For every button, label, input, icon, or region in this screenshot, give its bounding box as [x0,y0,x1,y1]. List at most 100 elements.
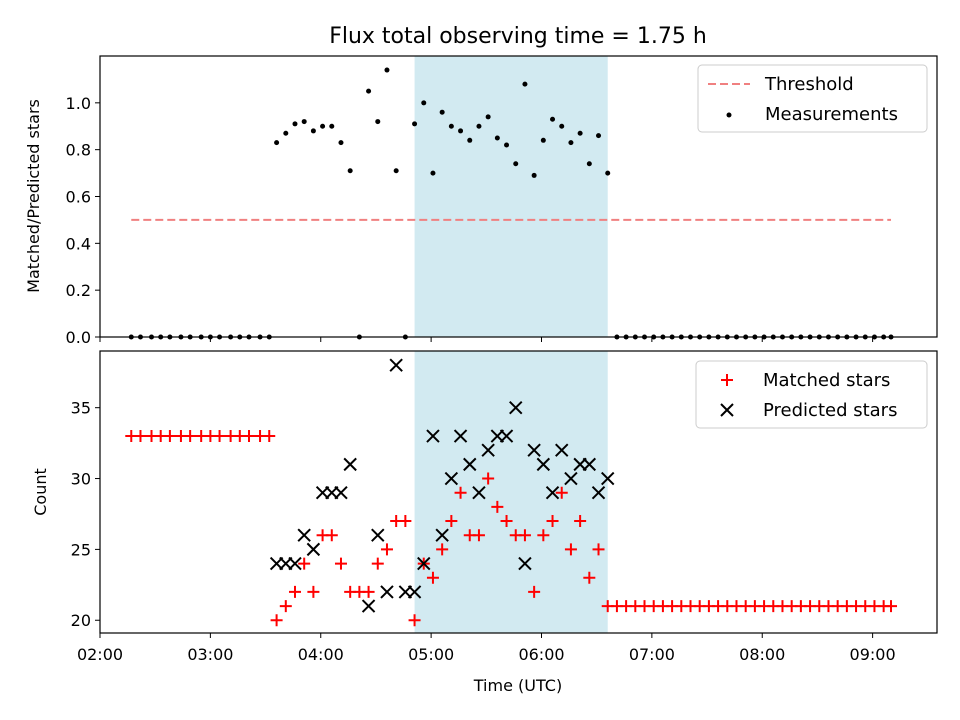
matched-stars-series [125,430,898,627]
predicted-point [601,471,615,486]
predicted-point [444,471,459,486]
measurement-point [274,140,280,146]
measurement-point [467,137,473,143]
predicted-point [453,429,468,443]
matched-point [263,430,276,443]
predicted-point [334,486,348,500]
matched-point [163,430,176,443]
predicted-point [389,358,403,372]
measurement-point [568,140,574,146]
predicted-point [371,528,385,542]
measurement-point [421,100,427,106]
top-ytick-label: 0.0 [66,328,91,347]
matched-point [518,529,531,542]
predicted-point [582,457,597,472]
xtick-label: 06:00 [518,645,564,664]
x-axis-label: Time (UTC) [473,676,562,695]
matched-point [583,571,596,584]
measurement-point [448,123,454,129]
panel-ratio: 0.0 0.2 0.4 0.6 0.8 1.0 Matched/Predicted sta… [24,55,938,347]
bottom-ytick-label: 25 [71,540,91,559]
matched-point [371,557,384,570]
predicted-point [499,429,514,443]
measurement-point [605,170,611,176]
measurement-point [458,128,464,134]
bottom-legend-box [695,360,928,429]
top-ytick-label: 1.0 [66,94,91,113]
predicted-point [509,400,523,415]
bottom-ylabel: Count [31,468,50,516]
matched-point [243,430,256,443]
matched-point [213,430,226,443]
measurement-point [494,135,500,141]
predicted-point [380,585,394,599]
matched-point [454,486,467,499]
predicted-point [518,556,532,571]
predicted-point [361,599,376,613]
matched-point [528,585,541,598]
measurement-point [504,142,510,148]
bottom-legend: Matched stars Predicted stars [695,360,928,429]
bottom-observing-window [414,351,608,633]
matched-point [574,515,587,528]
legend-predicted-label: Predicted stars [763,400,897,421]
matched-point [537,529,550,542]
bottom-x-ticks: 02:00 03:00 04:00 05:00 06:00 07:00 08:00 09:00 [77,633,896,664]
matched-point [592,543,605,556]
matched-point [134,430,147,443]
matched-point [408,614,421,627]
top-observing-window [414,56,608,337]
top-ytick-label: 0.8 [66,141,91,160]
matched-point [500,515,513,528]
measurement-point [338,140,344,146]
matched-legend-swatch [721,374,733,386]
predicted-point [527,443,541,457]
predicted-point [555,443,569,457]
top-x-ticks [99,337,874,342]
matched-point [334,557,347,570]
matched-point [546,515,559,528]
measurement-point [550,116,556,122]
top-legend: Threshold Measurements [697,64,928,133]
matched-point [307,585,320,598]
predicted-legend-swatch [720,403,734,417]
predicted-point [591,486,606,500]
measurement-point [531,172,537,178]
measurement-point [439,109,445,115]
measurement-point [366,88,372,94]
measurement-point [320,123,326,129]
matched-point [482,472,495,485]
figure-title: Flux total observing time = 1.75 h [329,24,707,49]
bottom-axes-frame [99,350,938,634]
predicted-point [545,486,560,500]
matched-point [270,614,283,627]
predicted-point [306,542,321,557]
legend-measurements-label: Measurements [765,104,898,125]
legend-threshold-label: Threshold [764,74,854,95]
xtick-label: 09:00 [850,645,896,664]
measurement-point [577,130,583,136]
predicted-point [536,457,551,472]
measurement-point [347,168,353,174]
bottom-data-layer [125,358,898,627]
top-ytick-label: 0.6 [66,188,91,207]
bottom-ytick-label: 20 [71,611,91,630]
bottom-y-ticks: 20 25 30 35 [71,399,100,630]
measurement-point [485,114,491,120]
matched-point [491,500,504,513]
top-ylabel: Matched/Predicted stars [24,99,43,293]
matched-point [555,486,568,499]
matched-point [288,585,301,598]
xtick-label: 05:00 [408,645,454,664]
matched-point [472,529,485,542]
measurement-point [540,137,546,143]
matched-point [399,515,412,528]
measurement-point [412,121,418,127]
measurement-point [384,67,390,73]
predicted-point [343,457,357,472]
predicted-point [417,556,431,571]
predicted-point [297,528,311,542]
predicted-point [288,556,302,571]
measurement-point [522,81,528,87]
